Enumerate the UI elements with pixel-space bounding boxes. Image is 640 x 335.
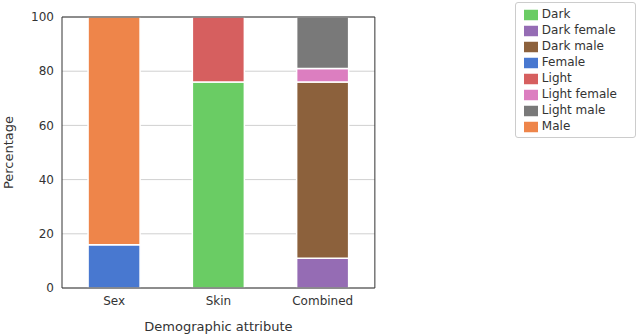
- html-text:Female: Female: [541, 55, 586, 69]
- svg-text:100: 100: [31, 10, 54, 24]
- html-text:Light male: Light male: [541, 103, 606, 117]
- svg-text:Demographic attribute: Demographic attribute: [144, 319, 292, 334]
- svg-text:Sex: Sex: [103, 294, 125, 308]
- html-text:Dark: Dark: [541, 7, 571, 21]
- svg-text:Skin: Skin: [206, 294, 232, 308]
- svg-text:20: 20: [39, 227, 54, 241]
- svg-text:Combined: Combined: [292, 294, 353, 308]
- svg-text:Percentage: Percentage: [8, 116, 16, 189]
- svg-text:40: 40: [39, 173, 54, 187]
- svg-text:0: 0: [46, 281, 54, 295]
- html-text:Dark male: Dark male: [541, 39, 604, 53]
- html-text:Light female: Light female: [541, 87, 617, 101]
- html-text:Dark female: Dark female: [541, 23, 616, 37]
- html-text:Male: Male: [541, 119, 571, 133]
- svg-text:60: 60: [39, 119, 54, 133]
- svg-text:80: 80: [39, 64, 54, 78]
- html-text:Light: Light: [541, 71, 572, 85]
